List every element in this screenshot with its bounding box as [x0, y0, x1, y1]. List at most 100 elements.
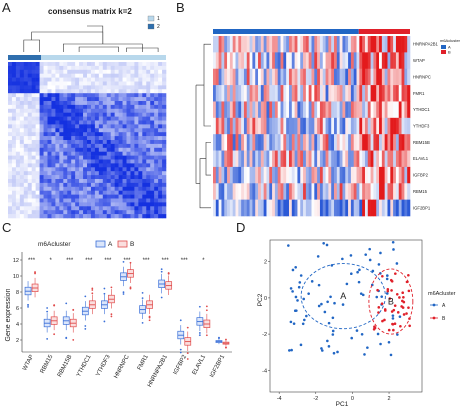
matrix-cell — [23, 120, 29, 125]
matrix-cell — [162, 136, 167, 141]
matrix-cell — [162, 186, 167, 191]
matrix-cell — [87, 120, 92, 125]
matrix-cell — [154, 124, 159, 129]
heatmap-cell — [215, 36, 219, 53]
matrix-cell — [102, 190, 108, 195]
matrix-cell — [31, 104, 36, 110]
matrix-cell — [118, 85, 123, 90]
heatmap-cell — [328, 52, 332, 70]
gene-label: FMR1 — [413, 91, 425, 96]
heatmap-cell — [325, 199, 329, 217]
matrix-cell — [31, 151, 36, 156]
matrix-cell — [79, 93, 84, 98]
matrix-cell — [63, 128, 68, 133]
matrix-cell — [142, 194, 147, 199]
matrix-cell — [47, 62, 52, 67]
matrix-cell — [31, 210, 36, 215]
matrix-cell — [27, 140, 32, 145]
matrix-cell — [71, 77, 76, 82]
heatmap-cell — [331, 68, 335, 86]
heatmap-cell — [348, 150, 352, 168]
matrix-cell — [118, 155, 123, 160]
matrix-cell — [122, 81, 127, 86]
matrix-cell — [98, 65, 104, 71]
matrix-cell — [94, 65, 100, 71]
panel-a-consensus-matrix: consensus matrix k=2 1 2 — [8, 7, 167, 219]
matrix-cell — [59, 171, 64, 176]
heatmap-cell — [398, 150, 402, 168]
matrix-cell — [39, 124, 44, 129]
heatmap-cell — [350, 150, 355, 168]
matrix-cell — [51, 136, 56, 141]
heatmap-cell — [266, 101, 270, 119]
matrix-cell — [39, 186, 44, 191]
matrix-cell — [63, 206, 68, 211]
matrix-cell — [118, 62, 123, 67]
matrix-cell — [118, 143, 123, 149]
matrix-cell — [43, 182, 48, 188]
heatmap-cell — [336, 199, 340, 217]
matrix-cell — [146, 132, 151, 137]
pca-point-a — [332, 351, 336, 355]
matrix-cell — [90, 214, 96, 219]
matrix-cell — [98, 143, 104, 149]
heatmap-cell — [286, 199, 290, 217]
heatmap-cell — [288, 199, 293, 217]
matrix-cell — [114, 175, 119, 180]
heatmap-cell — [263, 166, 267, 184]
heatmap-cell — [398, 134, 402, 151]
matrix-cell — [158, 65, 163, 71]
heatmap-cell — [350, 85, 355, 102]
heatmap-cell — [215, 52, 219, 70]
matrix-cell — [39, 214, 44, 219]
matrix-cell — [31, 97, 36, 102]
heatmap-cell — [297, 134, 301, 151]
matrix-cell — [39, 155, 44, 160]
heatmap-cell — [370, 183, 374, 200]
pca-point-a — [391, 314, 395, 317]
heatmap-cell — [317, 117, 321, 135]
matrix-cell — [79, 190, 84, 195]
matrix-cell — [11, 132, 17, 137]
heatmap-cell — [322, 85, 326, 102]
heatmap-cell — [398, 85, 402, 102]
matrix-cell — [55, 93, 60, 98]
pca-axes: -4 -2 0 2-4-202 — [262, 239, 423, 402]
matrix-cell — [19, 147, 25, 152]
heatmap-cell — [238, 183, 242, 200]
matrix-cell — [59, 93, 64, 98]
heatmap-cell — [297, 85, 301, 102]
heatmap-cell — [342, 134, 346, 151]
matrix-cell — [83, 159, 88, 164]
matrix-cell — [35, 124, 40, 129]
matrix-cell — [71, 186, 76, 191]
heatmap-cell — [336, 36, 340, 53]
matrix-cell — [55, 159, 60, 164]
matrix-cell — [146, 81, 151, 86]
heatmap-cell — [317, 134, 321, 151]
matrix-cell — [51, 132, 56, 137]
matrix-cell — [87, 190, 92, 195]
matrix-cell — [130, 190, 135, 195]
heatmap-cell — [241, 85, 245, 102]
boxplot-category-label: YTHDF3 — [95, 354, 112, 378]
matrix-cell — [102, 143, 108, 149]
matrix-cell — [98, 159, 104, 164]
matrix-cell — [23, 116, 29, 121]
heatmap-cell — [381, 85, 385, 102]
heatmap-cell — [274, 117, 279, 135]
matrix-cell — [142, 179, 147, 184]
pca-point-a — [395, 262, 399, 265]
matrix-cell — [8, 128, 13, 133]
heatmap-cell — [362, 134, 366, 151]
consensus-matrix-title: consensus matrix k=2 — [48, 7, 132, 16]
heatmap-cell — [370, 68, 374, 86]
matrix-cell — [83, 198, 88, 203]
heatmap-cell — [227, 134, 231, 151]
pca-point-a — [377, 263, 381, 266]
heatmap-cell — [260, 134, 264, 151]
matrix-cell — [35, 190, 40, 195]
heatmap-cell — [339, 68, 343, 86]
matrix-cell — [150, 143, 155, 149]
heatmap-cell — [213, 52, 217, 70]
